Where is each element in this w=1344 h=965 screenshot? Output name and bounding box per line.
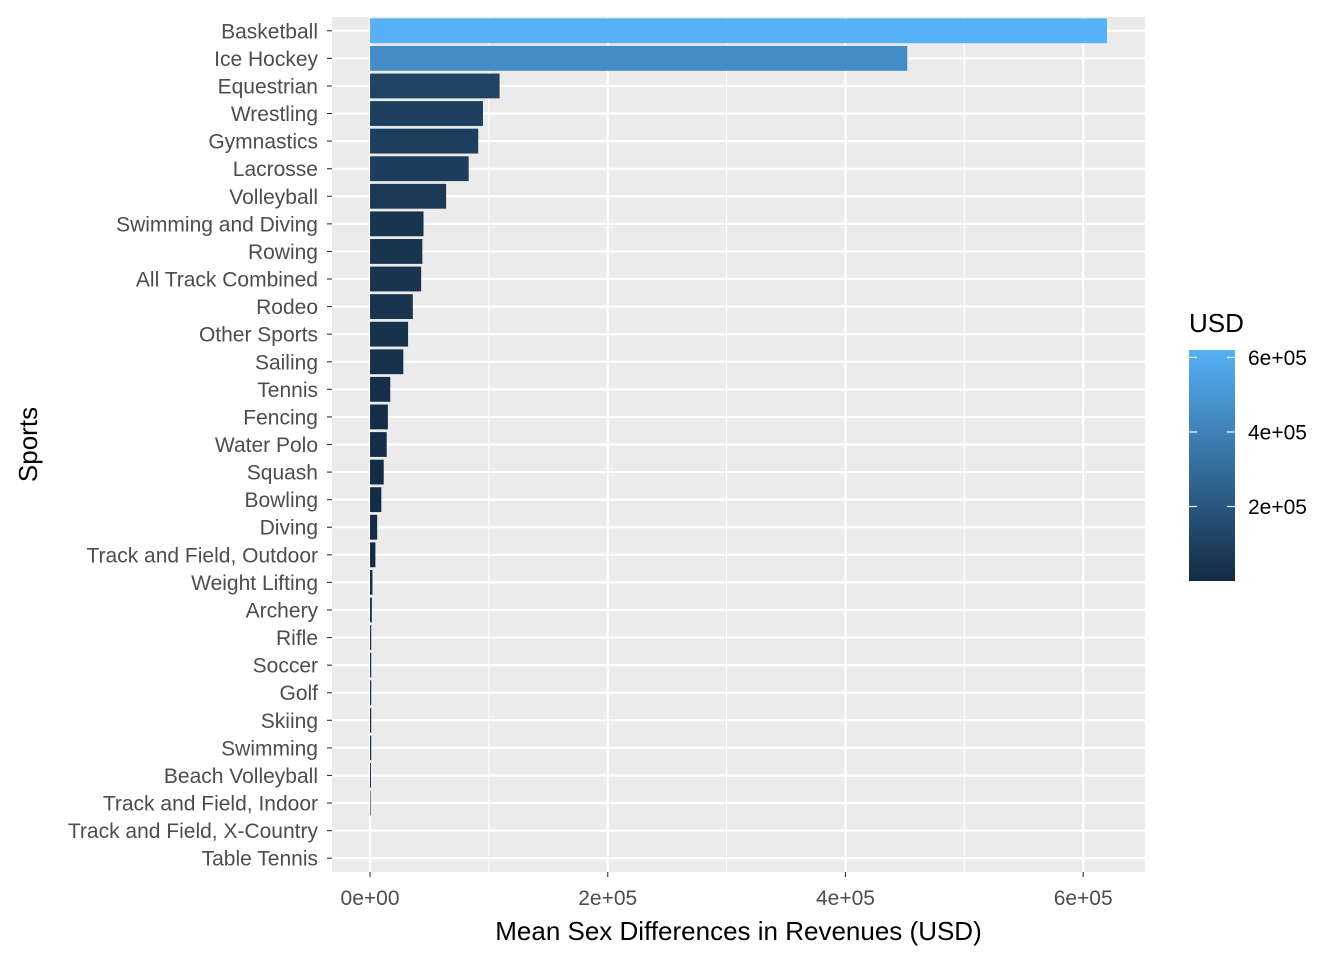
y-tick-label: Sailing [255,351,318,374]
legend-colorbar [1189,350,1235,581]
bar-volleyball [370,183,447,209]
y-tick-label: Table Tennis [202,848,318,871]
y-tick-label: Track and Field, X-Country [68,820,319,843]
y-tick-label: Skiing [261,710,318,733]
y-tick-label: Golf [279,682,318,705]
y-tick-label: Archery [246,599,319,622]
bar-soccer [370,652,372,678]
legend-title: USD [1189,308,1244,338]
bar-weight-lifting [370,569,373,595]
bar-track-and-field-outdoor [370,542,376,568]
y-tick-label: Ice Hockey [214,48,318,71]
bar-golf [370,680,372,706]
y-tick-label: Soccer [253,655,318,678]
y-tick-label: Fencing [243,406,318,429]
x-tick-label: 4e+05 [816,887,875,910]
bar-beach-volleyball [370,763,371,788]
y-tick-label: Equestrian [218,75,318,98]
bar-rodeo [370,294,413,320]
legend-tick-label: 2e+05 [1248,496,1307,519]
y-tick-label: Lacrosse [233,158,318,181]
bar-wrestling [370,101,483,126]
y-tick-label: Track and Field, Outdoor [87,544,319,567]
bar-all-track-combined [370,266,422,292]
y-tick-label: Weight Lifting [191,572,318,595]
y-tick-label: Wrestling [231,103,318,126]
bar-lacrosse [370,156,469,182]
y-tick-label: Water Polo [215,434,318,457]
y-tick-label: Rifle [276,627,318,650]
y-tick-label: Track and Field, Indoor [103,793,318,816]
bar-swimming [370,735,372,761]
y-tick-label: Diving [260,517,318,540]
y-tick-label: Volleyball [229,186,318,209]
y-tick-label: Swimming and Diving [116,213,318,236]
bar-archery [370,597,372,623]
bar-rifle [370,625,372,650]
y-tick-label: All Track Combined [136,269,318,292]
bar-gymnastics [370,128,479,154]
bar-water-polo [370,432,387,457]
bar-bowling [370,487,382,513]
y-tick-label: Squash [247,462,318,485]
y-tick-label: Basketball [221,20,318,43]
x-tick-label: 0e+00 [341,887,400,910]
y-tick-label: Rodeo [256,296,318,319]
bar-other-sports [370,321,409,347]
bar-tennis [370,376,391,402]
bar-sailing [370,349,404,375]
bar-equestrian [370,73,500,99]
bar-squash [370,459,384,485]
legend-tick-label: 4e+05 [1248,421,1307,444]
bar-ice-hockey [370,45,908,71]
bar-skiing [370,707,372,733]
bar-basketball [370,18,1107,44]
bar-track-and-field-indoor [370,790,371,816]
bar-swimming-and-diving [370,211,424,237]
y-tick-label: Gymnastics [208,131,318,154]
legend-tick-label: 6e+05 [1248,347,1307,370]
y-tick-label: Bowling [244,489,318,512]
x-tick-label: 2e+05 [578,887,637,910]
y-tick-label: Other Sports [199,324,318,347]
bar-fencing [370,404,388,430]
x-axis-title: Mean Sex Differences in Revenues (USD) [495,916,982,946]
y-tick-label: Rowing [248,241,318,264]
y-axis-title: Sports [13,407,43,482]
y-tick-label: Beach Volleyball [164,765,318,788]
bar-diving [370,514,378,540]
y-tick-label: Tennis [257,379,318,402]
y-tick-label: Swimming [221,737,318,760]
x-tick-label: 6e+05 [1054,887,1113,910]
bar-rowing [370,239,423,264]
